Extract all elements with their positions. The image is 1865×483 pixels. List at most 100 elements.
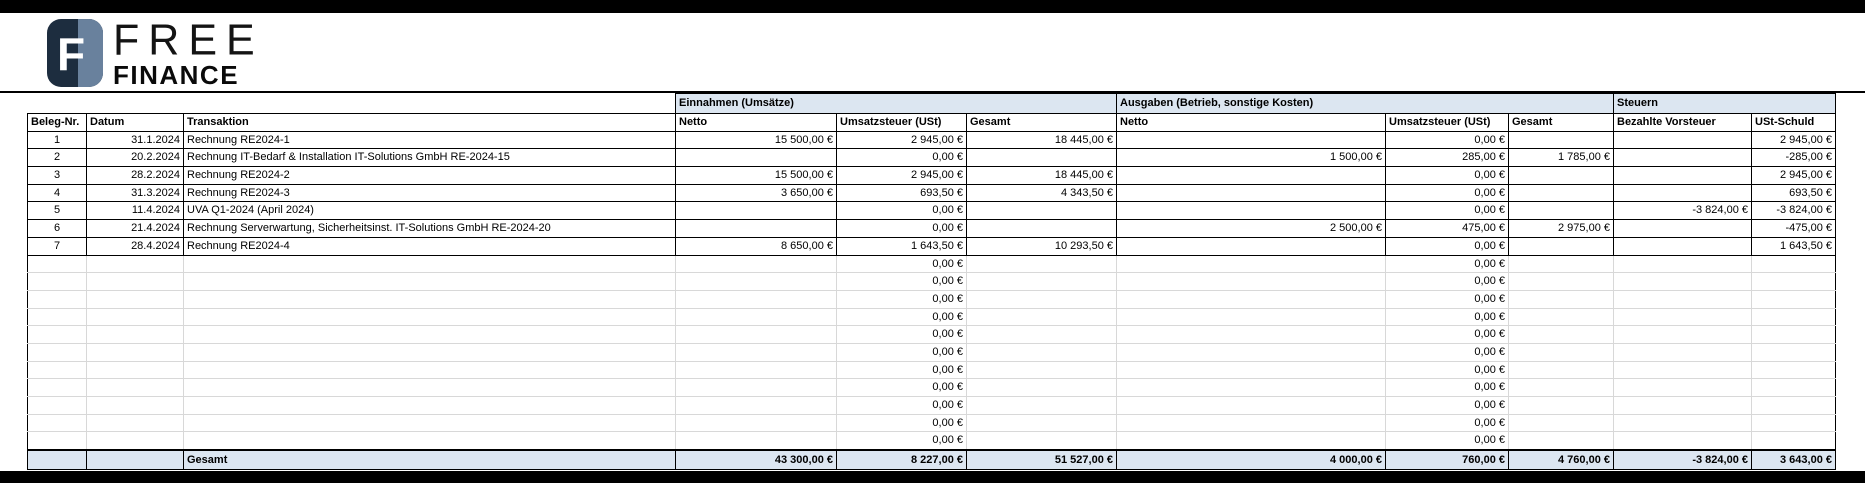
empty-cell — [1751, 289, 1836, 309]
cell: 0,00 € — [836, 148, 967, 168]
column-header: Gesamt — [966, 113, 1117, 132]
cell — [1613, 148, 1752, 168]
empty-cell — [675, 307, 837, 327]
column-header: Netto — [675, 113, 837, 132]
empty-cell — [1508, 289, 1614, 309]
cell: 4 — [27, 183, 87, 203]
cell: 0,00 € — [1385, 201, 1509, 221]
empty-cell — [1751, 378, 1836, 397]
cell: 693,50 € — [1751, 183, 1836, 203]
empty-cell — [1116, 254, 1386, 274]
empty-cell — [1751, 431, 1836, 451]
empty-cell — [1613, 378, 1752, 397]
cell: 1 500,00 € — [1116, 148, 1386, 168]
cell — [966, 201, 1117, 221]
group-header-row: Einnahmen (Umsätze) Ausgaben (Betrieb, so… — [27, 93, 1836, 114]
cell: 3 — [27, 166, 87, 185]
cell: 2 — [27, 148, 87, 168]
column-header: Netto — [1116, 113, 1386, 132]
total-cell: 4 000,00 € — [1116, 449, 1386, 471]
cell: 693,50 € — [836, 183, 967, 203]
column-header: Transaktion — [183, 113, 676, 132]
cell: 31.3.2024 — [86, 183, 184, 203]
empty-cell — [675, 378, 837, 397]
total-cell — [86, 449, 184, 471]
empty-cell: 0,00 € — [836, 360, 967, 380]
cell: 285,00 € — [1385, 148, 1509, 168]
cell — [1613, 219, 1752, 238]
column-header: Bezahlte Vorsteuer — [1613, 113, 1752, 132]
empty-cell — [27, 360, 87, 380]
cell: 4 343,50 € — [966, 183, 1117, 203]
empty-cell — [675, 431, 837, 451]
cell: 0,00 € — [1385, 130, 1509, 150]
empty-cell — [86, 289, 184, 309]
cell: 0,00 € — [1385, 166, 1509, 185]
table-row: 1 31.1.2024 Rechnung RE2024-1 15 500,00 €2 … — [27, 130, 1836, 150]
empty-cell — [27, 289, 87, 309]
empty-cell — [1613, 254, 1752, 274]
empty-cell — [966, 360, 1117, 380]
total-cell — [27, 449, 87, 471]
empty-cell — [1508, 360, 1614, 380]
bottom-black-bar — [0, 471, 1865, 483]
cell: Rechnung IT-Bedarf & Installation IT-Sol… — [183, 148, 676, 168]
empty-cell: 0,00 € — [836, 325, 967, 344]
empty-row: 0,00 € 0,00 € — [27, 289, 1836, 309]
empty-cell: 0,00 € — [1385, 431, 1509, 451]
empty-cell — [675, 272, 837, 291]
table-row: 7 28.4.2024 Rechnung RE2024-4 8 650,00 €1 6… — [27, 236, 1836, 256]
empty-cell — [183, 413, 676, 433]
empty-row: 0,00 € 0,00 € — [27, 307, 1836, 327]
cell — [1116, 201, 1386, 221]
empty-cell — [1116, 378, 1386, 397]
empty-cell — [86, 378, 184, 397]
empty-cell: 0,00 € — [836, 413, 967, 433]
cell: 20.2.2024 — [86, 148, 184, 168]
logo-icon-light-half — [77, 19, 103, 87]
empty-cell — [86, 272, 184, 291]
empty-cell — [1613, 360, 1752, 380]
total-cell: 51 527,00 € — [966, 449, 1117, 471]
empty-cell — [183, 272, 676, 291]
cell: 7 — [27, 236, 87, 256]
cell: 2 945,00 € — [1751, 166, 1836, 185]
cell: -285,00 € — [1751, 148, 1836, 168]
total-cell: -3 824,00 € — [1613, 449, 1752, 471]
empty-cell — [1751, 254, 1836, 274]
empty-cell — [1116, 396, 1386, 415]
cell: 0,00 € — [1385, 183, 1509, 203]
empty-row: 0,00 € 0,00 € — [27, 396, 1836, 415]
empty-cell — [86, 360, 184, 380]
empty-cell — [86, 254, 184, 274]
empty-cell — [1116, 431, 1386, 451]
empty-cell — [1116, 307, 1386, 327]
cell — [966, 148, 1117, 168]
empty-cell — [1751, 413, 1836, 433]
cell — [1116, 130, 1386, 150]
total-cell: 43 300,00 € — [675, 449, 837, 471]
cell — [675, 219, 837, 238]
cell — [1508, 236, 1614, 256]
empty-cell — [27, 254, 87, 274]
column-header: Umsatzsteuer (USt) — [836, 113, 967, 132]
empty-cell — [1613, 342, 1752, 362]
empty-cell — [183, 396, 676, 415]
empty-cell — [966, 396, 1117, 415]
cell — [1116, 166, 1386, 185]
empty-cell — [1613, 272, 1752, 291]
empty-cell — [675, 342, 837, 362]
total-cell: 760,00 € — [1385, 449, 1509, 471]
table-row: 6 21.4.2024 Rechnung Serverwartung, Sicher… — [27, 219, 1836, 238]
empty-cell — [1116, 342, 1386, 362]
group-header-steuern: Steuern — [1613, 93, 1836, 114]
empty-cell — [1116, 272, 1386, 291]
cell: 2 975,00 € — [1508, 219, 1614, 238]
cell — [1613, 130, 1752, 150]
empty-cell — [675, 325, 837, 344]
cell: 15 500,00 € — [675, 166, 837, 185]
cell: 21.4.2024 — [86, 219, 184, 238]
empty-row: 0,00 € 0,00 € — [27, 272, 1836, 291]
cell — [1116, 236, 1386, 256]
cell — [966, 219, 1117, 238]
